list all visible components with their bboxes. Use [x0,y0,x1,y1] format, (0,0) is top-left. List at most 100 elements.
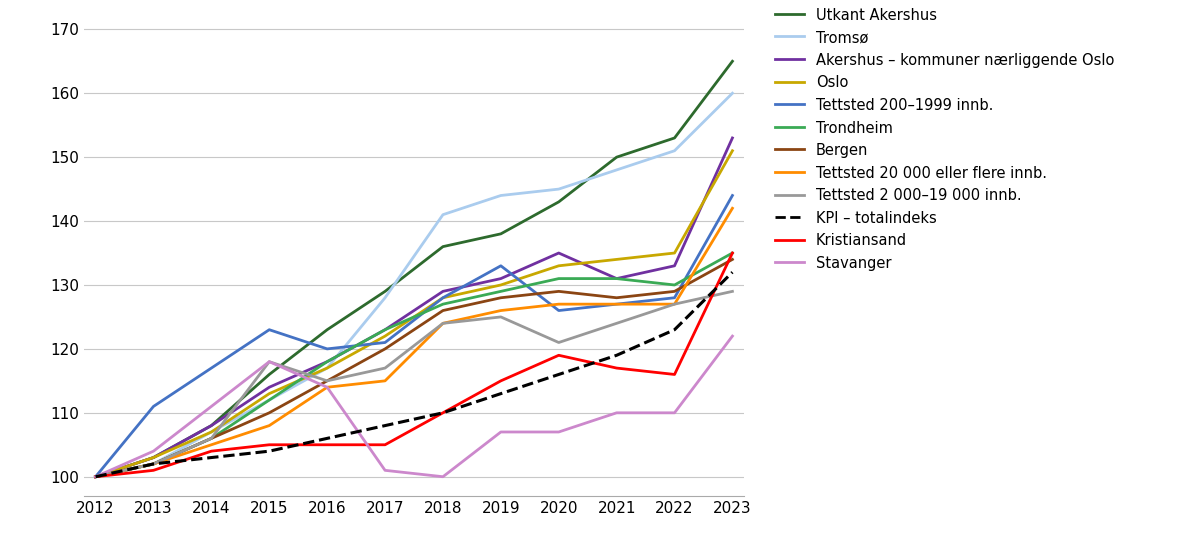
Tettsted 2 000–19 000 innb. [262,358,276,365]
Kristiansand [262,441,276,448]
Trondheim [89,473,103,480]
Tettsted 20 000 eller flere innb. [204,441,218,448]
Tettsted 200–1999 innb. [320,345,335,352]
Tromsø [378,294,392,301]
Bergen [725,256,739,263]
KPI – totalindeks [436,409,450,416]
Trondheim [610,276,624,282]
Stavanger [146,448,161,455]
Kristiansand [378,441,392,448]
Tettsted 200–1999 innb. [378,339,392,346]
Tettsted 20 000 eller flere innb. [262,422,276,429]
Line: Tettsted 200–1999 innb.: Tettsted 200–1999 innb. [96,196,732,477]
Tettsted 2 000–19 000 innb. [493,314,508,320]
Line: Tromsø: Tromsø [96,93,732,477]
Tettsted 2 000–19 000 innb. [667,301,682,307]
Kristiansand [667,371,682,378]
Stavanger [725,333,739,339]
Tettsted 200–1999 innb. [146,403,161,410]
Tettsted 2 000–19 000 innb. [204,435,218,442]
Stavanger [89,473,103,480]
Oslo [725,148,739,154]
Bergen [667,288,682,295]
Trondheim [320,358,335,365]
Tettsted 20 000 eller flere innb. [89,473,103,480]
KPI – totalindeks [552,371,566,378]
Trondheim [436,301,450,307]
Stavanger [552,429,566,435]
Kristiansand [493,377,508,384]
Tromsø [436,212,450,218]
Bergen [89,473,103,480]
Utkant Akershus [262,371,276,378]
Tettsted 20 000 eller flere innb. [378,377,392,384]
Akershus – kommuner nærliggende Oslo [89,473,103,480]
Tettsted 2 000–19 000 innb. [552,339,566,346]
Line: Akershus – kommuner nærliggende Oslo: Akershus – kommuner nærliggende Oslo [96,138,732,477]
Line: Tettsted 20 000 eller flere innb.: Tettsted 20 000 eller flere innb. [96,208,732,477]
Kristiansand [146,467,161,474]
Akershus – kommuner nærliggende Oslo [493,276,508,282]
Kristiansand [436,409,450,416]
Oslo [552,262,566,269]
Bergen [610,294,624,301]
Bergen [146,461,161,467]
Utkant Akershus [610,154,624,160]
Stavanger [610,409,624,416]
Akershus – kommuner nærliggende Oslo [146,454,161,461]
Tromsø [552,186,566,192]
Trondheim [725,250,739,256]
Akershus – kommuner nærliggende Oslo [320,358,335,365]
Stavanger [493,429,508,435]
Utkant Akershus [378,288,392,295]
Trondheim [204,435,218,442]
Utkant Akershus [552,198,566,205]
Utkant Akershus [725,58,739,64]
Oslo [667,250,682,256]
Utkant Akershus [493,230,508,237]
Trondheim [493,288,508,295]
KPI – totalindeks [725,269,739,276]
Tromsø [320,365,335,371]
KPI – totalindeks [146,461,161,467]
Tettsted 20 000 eller flere innb. [436,320,450,327]
Tettsted 20 000 eller flere innb. [725,205,739,212]
Bergen [204,435,218,442]
Akershus – kommuner nærliggende Oslo [667,262,682,269]
Oslo [378,333,392,339]
Trondheim [667,282,682,288]
Akershus – kommuner nærliggende Oslo [610,276,624,282]
Tettsted 2 000–19 000 innb. [146,461,161,467]
Tettsted 20 000 eller flere innb. [493,307,508,314]
Trondheim [378,326,392,333]
KPI – totalindeks [378,422,392,429]
Legend: Utkant Akershus, Tromsø, Akershus – kommuner nærliggende Oslo, Oslo, Tettsted 20: Utkant Akershus, Tromsø, Akershus – komm… [769,2,1120,277]
Tettsted 2 000–19 000 innb. [89,473,103,480]
Oslo [89,473,103,480]
Akershus – kommuner nærliggende Oslo [378,326,392,333]
Tromsø [725,90,739,96]
Utkant Akershus [667,134,682,141]
Line: Stavanger: Stavanger [96,336,732,477]
Line: Oslo: Oslo [96,151,732,477]
Tromsø [146,461,161,467]
Bergen [493,294,508,301]
Kristiansand [552,352,566,359]
Tromsø [610,166,624,173]
Stavanger [262,358,276,365]
Akershus – kommuner nærliggende Oslo [552,250,566,256]
Stavanger [320,384,335,391]
Tettsted 2 000–19 000 innb. [610,320,624,327]
Oslo [610,256,624,263]
Trondheim [146,461,161,467]
Tettsted 2 000–19 000 innb. [378,365,392,371]
Tettsted 200–1999 innb. [262,326,276,333]
Stavanger [204,403,218,410]
Akershus – kommuner nærliggende Oslo [204,422,218,429]
Stavanger [436,473,450,480]
Stavanger [378,467,392,474]
Tromsø [204,429,218,435]
Akershus – kommuner nærliggende Oslo [436,288,450,295]
Utkant Akershus [320,326,335,333]
Bergen [262,409,276,416]
